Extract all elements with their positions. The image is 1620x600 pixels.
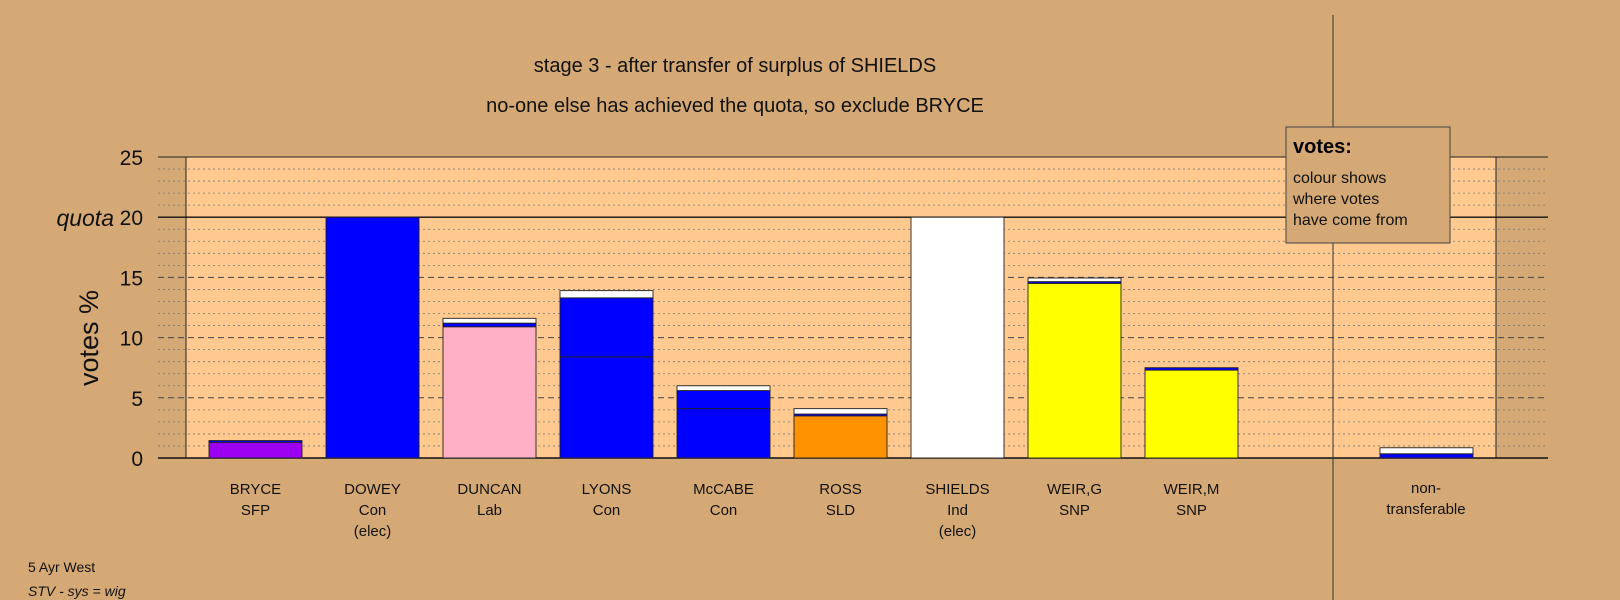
y-tick-label: 20 <box>120 207 143 230</box>
candidate-labels: BRYCE SFP DOWEY Con (elec) DUNCAN Lab LYONS Con M… <box>230 480 1466 540</box>
chart-title: stage 3 - after transfer of surplus of S… <box>534 55 936 77</box>
candidate-label-dowey-2: (elec) <box>354 523 392 540</box>
quota-label: quota <box>56 205 114 231</box>
bar-segment-weirm-0 <box>1144 369 1239 459</box>
footer-system: STV - sys = wig <box>28 583 126 599</box>
candidate-label-duncan-0: DUNCAN <box>457 481 521 498</box>
footer-ward: 5 Ayr West <box>28 559 95 575</box>
y-axis-label: votes % <box>74 290 104 386</box>
bar-segment-bryce-0 <box>208 441 303 459</box>
candidate-label-shields-2: (elec) <box>939 523 977 540</box>
bar-segment-nontransferable-0 <box>1379 453 1474 459</box>
y-tick-label: 0 <box>131 448 143 471</box>
candidate-label-weirm-0: WEIR,M <box>1164 481 1220 498</box>
candidate-label-weirg-1: SNP <box>1059 502 1090 519</box>
bar-segment-shields-0 <box>910 216 1005 459</box>
bars-group <box>208 216 1474 459</box>
candidate-label-shields-1: Ind <box>947 502 968 519</box>
candidate-label-bryce-1: SFP <box>241 502 270 519</box>
candidate-label-ross-0: ROSS <box>819 481 862 498</box>
bar-segment-nontransferable-1 <box>1379 447 1474 455</box>
legend-box <box>1285 126 1451 244</box>
y-tick-label: 15 <box>120 267 143 290</box>
bar-segment-mccabe-1 <box>676 390 771 410</box>
candidate-label-lyons-1: Con <box>593 502 621 519</box>
chart-subtitle: no-one else has achieved the quota, so e… <box>486 95 984 117</box>
candidate-label-shields-0: SHIELDS <box>925 481 989 498</box>
y-tick-label: 25 <box>120 147 143 170</box>
candidate-label-weirg-0: WEIR,G <box>1047 481 1102 498</box>
bar-segment-duncan-0 <box>442 326 537 459</box>
nontransferable-label-1: transferable <box>1386 501 1465 518</box>
candidate-label-bryce-0: BRYCE <box>230 481 281 498</box>
bar-segment-weirm-1 <box>1144 367 1239 371</box>
candidate-label-weirm-1: SNP <box>1176 502 1207 519</box>
nontransferable-label-0: non- <box>1411 480 1441 497</box>
bar-segment-ross-0 <box>793 415 888 459</box>
legend: votes: colour shows where votes have com… <box>1285 126 1451 244</box>
bar-segment-ross-2 <box>793 408 888 415</box>
bar-segment-mccabe-0 <box>676 408 771 459</box>
y-tick-label: 5 <box>131 388 143 411</box>
bar-segment-weirg-0 <box>1027 282 1122 459</box>
legend-title: votes: <box>1293 136 1352 158</box>
legend-line-2: where votes <box>1292 191 1379 208</box>
candidate-label-dowey-1: Con <box>359 502 387 519</box>
bar-segment-lyons-2 <box>559 290 654 299</box>
bar-segment-bryce-1 <box>208 440 303 443</box>
candidate-label-mccabe-1: Con <box>710 502 738 519</box>
candidate-label-dowey-0: DOWEY <box>344 481 401 498</box>
y-tick-label: 10 <box>120 328 143 351</box>
candidate-label-lyons-0: LYONS <box>582 481 632 498</box>
bar-segment-duncan-2 <box>442 317 537 324</box>
bar-segment-dowey-0 <box>325 216 420 459</box>
legend-line-1: colour shows <box>1293 170 1386 187</box>
bar-segment-lyons-0 <box>559 356 654 459</box>
candidate-label-mccabe-0: McCABE <box>693 481 754 498</box>
bar-segment-weirg-2 <box>1027 277 1122 283</box>
legend-line-3: have come from <box>1293 212 1408 229</box>
candidate-label-duncan-1: Lab <box>477 502 502 519</box>
bar-segment-lyons-1 <box>559 297 654 358</box>
y-tick-labels: 0 5 10 15 20 25 <box>120 147 143 471</box>
bar-segment-duncan-1 <box>442 322 537 328</box>
bar-segment-mccabe-2 <box>676 385 771 392</box>
candidate-label-ross-1: SLD <box>826 502 855 519</box>
